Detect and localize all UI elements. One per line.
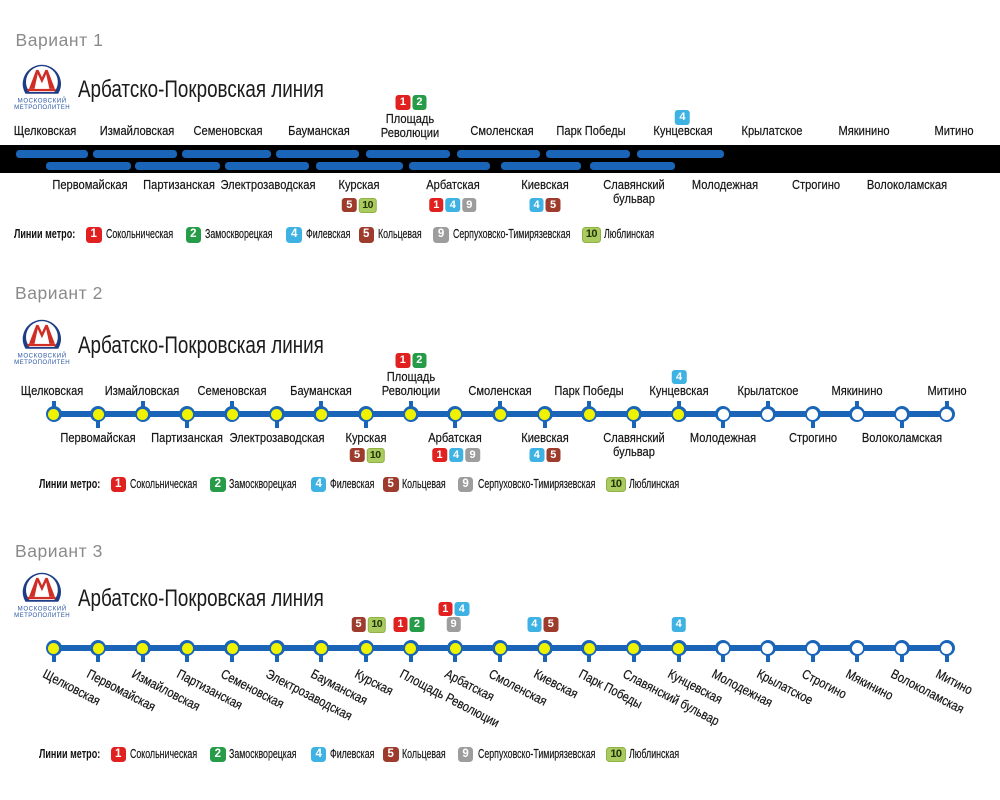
svg-text:МЕТРОПОЛИТЕН: МЕТРОПОЛИТЕН bbox=[14, 611, 70, 618]
svg-text:МОСКОВСКИЙ: МОСКОВСКИЙ bbox=[18, 604, 67, 612]
svg-text:МОСКОВСКИЙ: МОСКОВСКИЙ bbox=[18, 96, 67, 104]
svg-text:МЕТРОПОЛИТЕН: МЕТРОПОЛИТЕН bbox=[14, 103, 70, 110]
svg-text:МОСКОВСКИЙ: МОСКОВСКИЙ bbox=[18, 351, 67, 359]
svg-text:МЕТРОПОЛИТЕН: МЕТРОПОЛИТЕН bbox=[14, 359, 70, 366]
